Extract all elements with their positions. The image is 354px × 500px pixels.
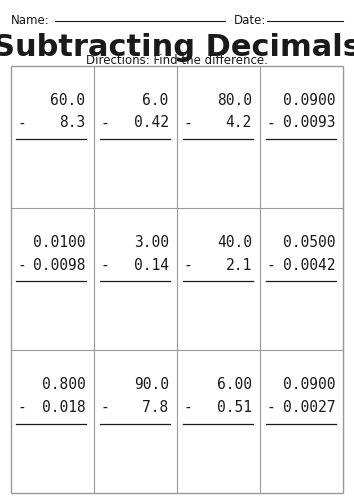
Text: 3.00: 3.00 xyxy=(134,235,169,250)
Text: 8.3: 8.3 xyxy=(59,116,86,130)
Text: 0.0900: 0.0900 xyxy=(282,92,335,108)
Text: -: - xyxy=(101,258,109,272)
Text: -: - xyxy=(101,116,109,130)
Text: 0.800: 0.800 xyxy=(42,377,86,392)
Text: 6.0: 6.0 xyxy=(142,92,169,108)
Text: -: - xyxy=(184,116,193,130)
Text: 0.0042: 0.0042 xyxy=(282,258,335,272)
Text: 60.0: 60.0 xyxy=(51,92,86,108)
Text: 0.0900: 0.0900 xyxy=(282,377,335,392)
Text: 0.0093: 0.0093 xyxy=(282,116,335,130)
Text: -: - xyxy=(17,116,26,130)
Text: -: - xyxy=(184,258,193,272)
Text: 90.0: 90.0 xyxy=(134,377,169,392)
Text: -: - xyxy=(267,116,276,130)
Text: Name:: Name: xyxy=(11,14,49,27)
Text: -: - xyxy=(17,258,26,272)
Text: 4.2: 4.2 xyxy=(225,116,252,130)
Text: 0.0500: 0.0500 xyxy=(282,235,335,250)
Text: -: - xyxy=(184,400,193,414)
Text: Date:: Date: xyxy=(234,14,266,27)
Text: 7.8: 7.8 xyxy=(142,400,169,414)
Text: 0.0098: 0.0098 xyxy=(33,258,86,272)
Text: -: - xyxy=(17,400,26,414)
Text: Directions: Find the difference.: Directions: Find the difference. xyxy=(86,54,268,66)
Text: -: - xyxy=(267,400,276,414)
Text: 0.42: 0.42 xyxy=(134,116,169,130)
Bar xyxy=(11,66,343,492)
Text: -: - xyxy=(101,400,109,414)
Text: 0.018: 0.018 xyxy=(42,400,86,414)
Text: 0.0027: 0.0027 xyxy=(282,400,335,414)
Text: 40.0: 40.0 xyxy=(217,235,252,250)
Text: -: - xyxy=(267,258,276,272)
Text: 2.1: 2.1 xyxy=(225,258,252,272)
Text: 0.0100: 0.0100 xyxy=(33,235,86,250)
Text: 0.14: 0.14 xyxy=(134,258,169,272)
Text: Subtracting Decimals: Subtracting Decimals xyxy=(0,32,354,62)
Text: 80.0: 80.0 xyxy=(217,92,252,108)
Text: 6.00: 6.00 xyxy=(217,377,252,392)
Text: 0.51: 0.51 xyxy=(217,400,252,414)
